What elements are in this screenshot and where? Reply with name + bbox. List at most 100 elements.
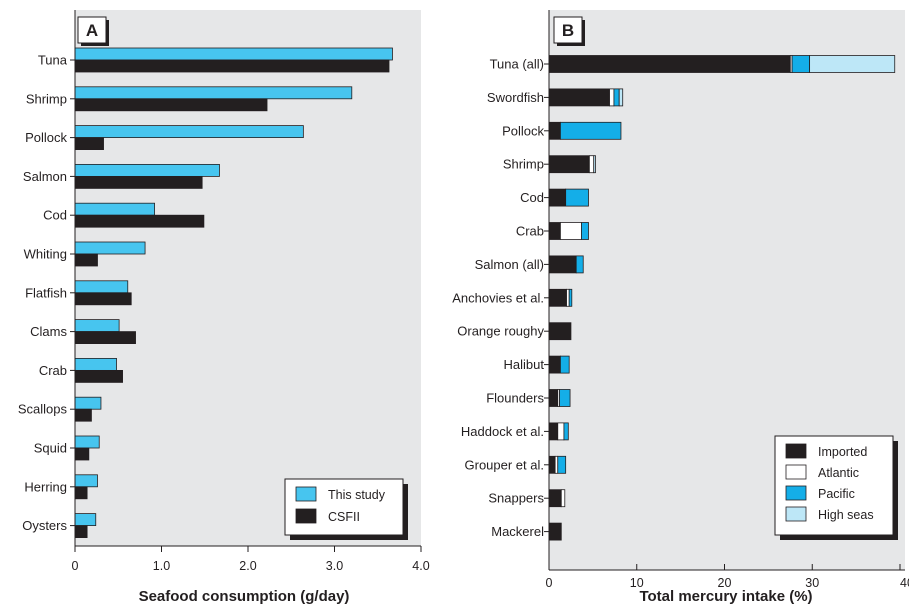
legend-label-pacific: Pacific: [818, 487, 855, 501]
bar-high-seas-tuna-all: [809, 55, 896, 73]
bar-imported-mackerel: [548, 522, 562, 541]
category-label-pollock: Pollock: [25, 130, 67, 145]
bar-csfii-shrimp: [74, 98, 268, 112]
bar-pacific-tuna-all: [791, 55, 811, 73]
panel-a-label-box: A: [77, 16, 109, 46]
category-label-flatfish: Flatfish: [25, 285, 67, 300]
bar-imported-swordfish: [548, 88, 610, 107]
bar-this-study-salmon: [74, 163, 220, 177]
category-label-halibut: Halibut: [504, 357, 545, 372]
panel-b-legend: Imported Atlantic Pacific High seas: [774, 435, 898, 540]
bar-csfii-cod: [74, 214, 205, 228]
bar-csfii-scallops: [74, 408, 92, 422]
bar-pacific-haddock-et-al: [563, 422, 569, 441]
bar-this-study-oysters: [74, 513, 97, 526]
x-tick-label-a: 4.0: [412, 559, 429, 573]
panel-a-legend: This study CSFII: [284, 478, 408, 540]
x-tick-label-b: 30: [805, 576, 819, 590]
legend-label-high-seas: High seas: [818, 508, 874, 522]
category-label-tuna-all: Tuna (all): [490, 57, 544, 72]
bar-csfii-pollock: [74, 137, 104, 151]
bar-csfii-clams: [74, 331, 136, 345]
bar-pacific-cod: [565, 188, 589, 207]
category-label-flounders: Flounders: [486, 391, 544, 406]
panel-b: B Tuna (all) Swordfish Pollock Shrimp Cod Cra…: [452, 10, 909, 605]
legend-label-atlantic: Atlantic: [818, 466, 859, 480]
category-label-tuna: Tuna: [38, 53, 68, 68]
category-label-shrimp: Shrimp: [26, 91, 67, 106]
bar-imported-haddock-et-al: [548, 422, 559, 441]
category-label-mackerel: Mackerel: [491, 524, 544, 539]
bar-this-study-cod: [74, 202, 155, 216]
bar-pacific-crab: [581, 222, 589, 240]
bar-pacific-grouper-et-al: [557, 455, 567, 474]
bar-imported-halibut: [548, 355, 561, 374]
category-label-crab: Crab: [39, 363, 67, 378]
bar-this-study-squid: [74, 435, 100, 449]
category-label-grouper-et-al: Grouper et al.: [465, 457, 545, 472]
category-label-oysters: Oysters: [22, 518, 67, 533]
bar-atlantic-crab: [560, 222, 582, 240]
bar-csfii-crab: [74, 369, 123, 383]
bar-this-study-whiting: [74, 241, 146, 255]
legend-label-csfii: CSFII: [328, 510, 360, 524]
bar-csfii-squid: [74, 447, 90, 461]
x-tick-label-b: 40: [900, 576, 909, 590]
category-label-swordfish: Swordfish: [487, 90, 544, 105]
bar-imported-shrimp: [548, 155, 590, 174]
category-label-haddock-et-al: Haddock et al.: [461, 424, 544, 439]
panel-a-letter: A: [86, 21, 98, 40]
bar-csfii-oysters: [74, 525, 88, 538]
bar-imported-cod: [548, 188, 567, 207]
bar-pacific-pollock: [560, 121, 622, 140]
category-label-clams: Clams: [30, 324, 67, 339]
bar-csfii-whiting: [74, 253, 98, 267]
bar-atlantic-snappers: [560, 489, 566, 508]
bar-imported-grouper-et-al: [548, 455, 556, 474]
category-label-whiting: Whiting: [24, 247, 67, 262]
category-label-pollock: Pollock: [502, 123, 544, 138]
legend-swatch-imported: [785, 443, 807, 459]
legend-swatch-atlantic: [785, 464, 807, 480]
bar-imported-snappers: [548, 489, 562, 508]
bar-imported-anchovies-et-al: [548, 288, 567, 307]
bar-high-seas-shrimp: [593, 155, 596, 174]
bar-imported-orange-roughy: [548, 322, 572, 341]
legend-swatch-pacific: [785, 485, 807, 501]
bar-this-study-tuna: [74, 47, 393, 61]
bar-imported-pollock: [548, 121, 561, 140]
bar-this-study-herring: [74, 474, 98, 488]
bar-this-study-clams: [74, 319, 120, 333]
bar-pacific-flounders: [559, 389, 571, 407]
bar-this-study-pollock: [74, 125, 304, 138]
category-label-cod: Cod: [520, 190, 544, 205]
legend-swatch-csfii: [295, 508, 317, 524]
bar-pacific-swordfish: [613, 88, 620, 107]
category-label-herring: Herring: [24, 479, 67, 494]
bar-imported-crab: [548, 222, 561, 240]
panel-a: A Tuna Shrimp Pollock Salmon Cod Whiting Flatf…: [18, 10, 430, 605]
bar-csfii-salmon: [74, 175, 203, 189]
bar-pacific-salmon-all: [575, 255, 584, 274]
bar-atlantic-swordfish: [609, 88, 615, 107]
x-tick-label-b: 0: [546, 576, 553, 590]
panel-b-letter: B: [562, 21, 574, 40]
bar-csfii-tuna: [74, 59, 390, 73]
legend-swatch-this-study: [295, 486, 317, 502]
bar-pacific-halibut: [560, 355, 570, 374]
x-tick-label-a: 1.0: [153, 559, 170, 573]
bar-this-study-shrimp: [74, 86, 353, 100]
category-label-salmon-all: Salmon (all): [475, 257, 544, 272]
x-tick-label-b: 20: [718, 576, 732, 590]
x-tick-label-b: 10: [630, 576, 644, 590]
bar-pacific-anchovies-et-al: [568, 288, 573, 307]
category-label-snappers: Snappers: [488, 491, 544, 506]
category-label-salmon: Salmon: [23, 169, 67, 184]
bar-imported-flounders: [548, 389, 559, 407]
x-tick-label-a: 2.0: [239, 559, 256, 573]
bar-this-study-flatfish: [74, 280, 129, 294]
legend-label-this-study: This study: [328, 488, 386, 502]
bar-csfii-herring: [74, 486, 88, 500]
bar-atlantic-haddock-et-al: [557, 422, 565, 441]
